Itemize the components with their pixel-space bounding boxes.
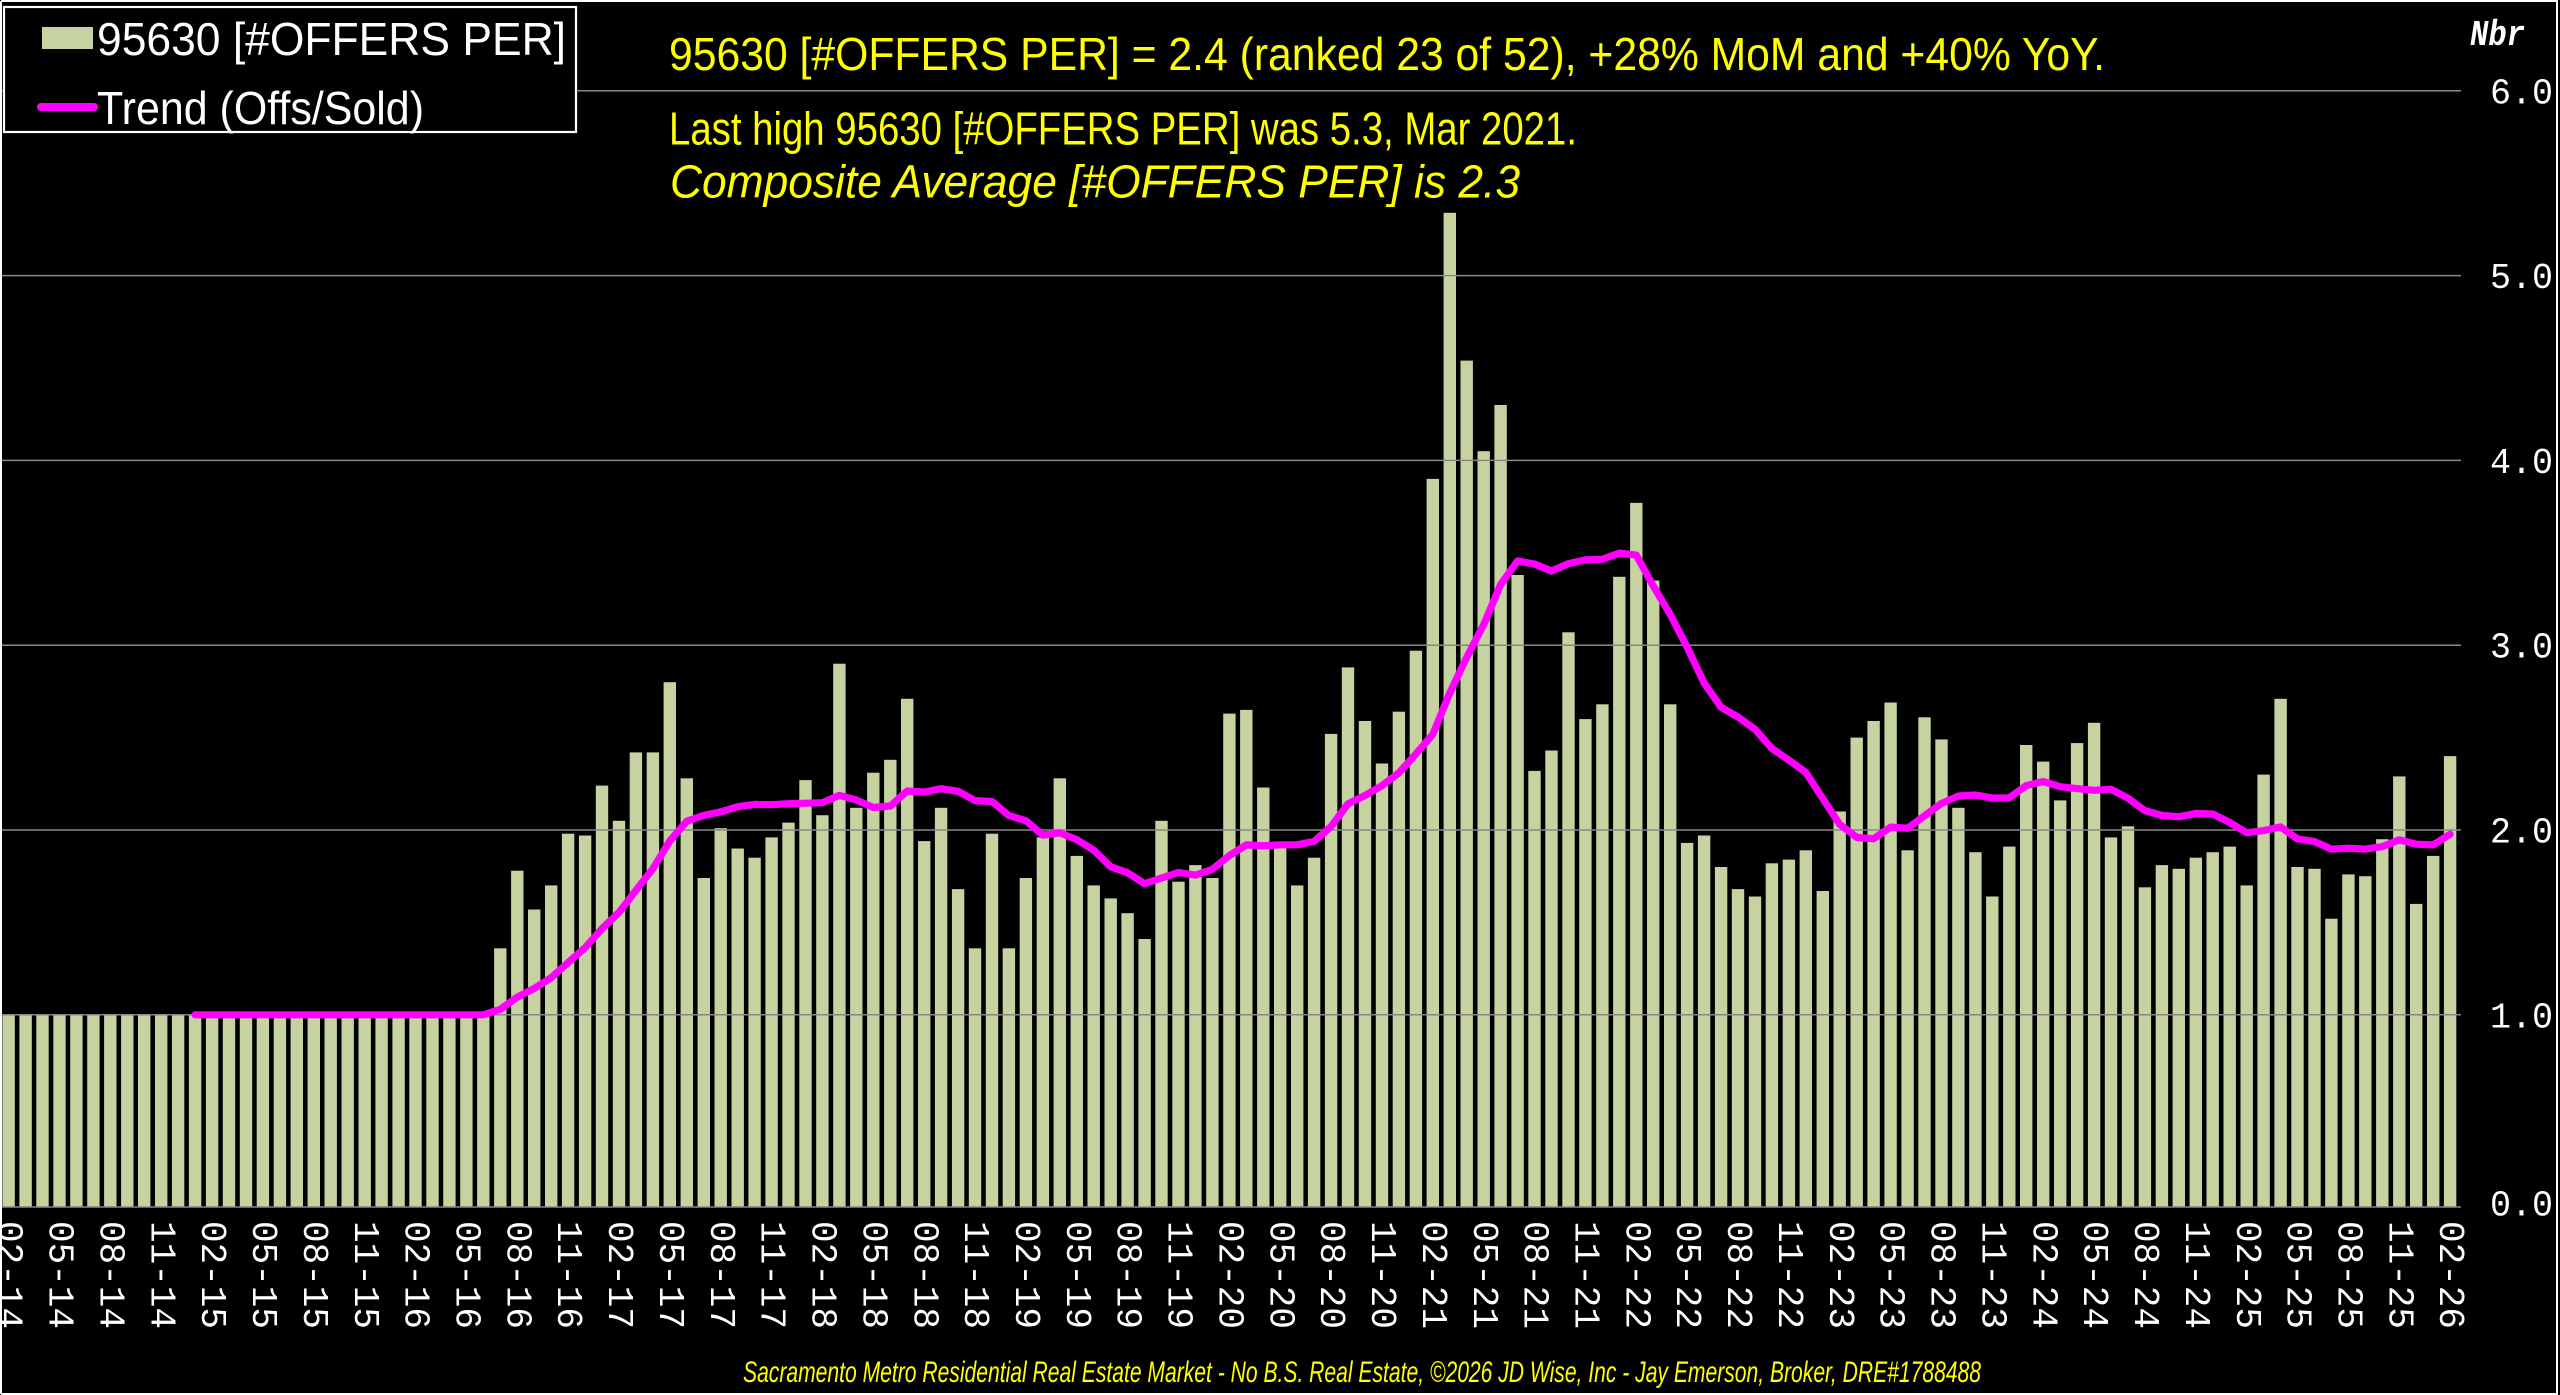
svg-text:11-14: 11-14: [140, 1221, 181, 1329]
svg-text:05-15: 05-15: [242, 1221, 283, 1329]
svg-text:08-21: 08-21: [1514, 1221, 1555, 1329]
svg-text:11-17: 11-17: [751, 1221, 792, 1329]
svg-text:02-17: 02-17: [598, 1221, 639, 1329]
svg-text:05-24: 05-24: [2073, 1221, 2114, 1329]
svg-text:05-23: 05-23: [1870, 1221, 1911, 1329]
svg-text:08-19: 08-19: [1107, 1221, 1148, 1329]
svg-text:08-24: 08-24: [2124, 1221, 2165, 1329]
svg-text:02-16: 02-16: [395, 1221, 436, 1329]
svg-text:05-21: 05-21: [1463, 1221, 1504, 1329]
svg-text:02-14: 02-14: [0, 1221, 29, 1329]
svg-text:11-18: 11-18: [954, 1221, 995, 1329]
svg-text:11-16: 11-16: [547, 1221, 588, 1329]
svg-text:05-20: 05-20: [1259, 1221, 1300, 1329]
svg-text:05-16: 05-16: [446, 1221, 487, 1329]
svg-text:11-19: 11-19: [1158, 1221, 1199, 1329]
svg-text:05-18: 05-18: [852, 1221, 893, 1329]
svg-text:95630 [#OFFERS PER]: 95630 [#OFFERS PER]: [97, 13, 566, 65]
svg-text:Nbr: Nbr: [2470, 15, 2525, 56]
svg-text:11-20: 11-20: [1361, 1221, 1402, 1329]
svg-text:Trend (Offs/Sold): Trend (Offs/Sold): [97, 82, 424, 134]
svg-text:11-24: 11-24: [2175, 1221, 2216, 1329]
svg-text:02-24: 02-24: [2022, 1221, 2063, 1329]
svg-text:05-25: 05-25: [2277, 1221, 2318, 1329]
svg-text:02-15: 02-15: [191, 1221, 232, 1329]
svg-text:08-17: 08-17: [700, 1221, 741, 1329]
svg-text:11-25: 11-25: [2378, 1221, 2419, 1329]
svg-text:05-14: 05-14: [39, 1221, 80, 1329]
svg-text:05-17: 05-17: [649, 1221, 690, 1329]
svg-text:4.0: 4.0: [2490, 443, 2553, 484]
svg-text:0.0: 0.0: [2490, 1186, 2553, 1227]
svg-text:08-15: 08-15: [293, 1221, 334, 1329]
svg-text:Last high 95630 [#OFFERS PER]: Last high 95630 [#OFFERS PER] was 5.3, M…: [669, 103, 1577, 155]
svg-text:3.0: 3.0: [2490, 628, 2553, 669]
svg-text:5.0: 5.0: [2490, 258, 2553, 299]
svg-text:08-16: 08-16: [496, 1221, 537, 1329]
svg-text:6.0: 6.0: [2490, 73, 2553, 114]
svg-text:05-19: 05-19: [1056, 1221, 1097, 1329]
svg-text:02-20: 02-20: [1209, 1221, 1250, 1329]
svg-text:Sacramento Metro Residential R: Sacramento Metro Residential Real Estate…: [743, 1356, 1981, 1389]
svg-text:95630 [#OFFERS PER] = 2.4 (ran: 95630 [#OFFERS PER] = 2.4 (ranked 23 of …: [669, 28, 2105, 80]
svg-text:02-19: 02-19: [1005, 1221, 1046, 1329]
svg-text:Composite Average [#OFFERS PER: Composite Average [#OFFERS PER] is 2.3: [670, 156, 1520, 208]
svg-text:08-14: 08-14: [89, 1221, 130, 1329]
svg-text:11-21: 11-21: [1565, 1221, 1606, 1329]
svg-text:02-26: 02-26: [2429, 1221, 2470, 1329]
svg-text:02-25: 02-25: [2226, 1221, 2267, 1329]
svg-text:08-22: 08-22: [1717, 1221, 1758, 1329]
svg-text:02-22: 02-22: [1615, 1221, 1656, 1329]
svg-text:08-20: 08-20: [1310, 1221, 1351, 1329]
svg-text:05-22: 05-22: [1666, 1221, 1707, 1329]
svg-text:02-18: 02-18: [802, 1221, 843, 1329]
svg-text:11-23: 11-23: [1971, 1221, 2012, 1329]
svg-text:08-18: 08-18: [903, 1221, 944, 1329]
svg-text:08-25: 08-25: [2328, 1221, 2369, 1329]
svg-text:11-22: 11-22: [1768, 1221, 1809, 1329]
svg-text:02-23: 02-23: [1819, 1221, 1860, 1329]
svg-text:11-15: 11-15: [344, 1221, 385, 1329]
svg-text:08-23: 08-23: [1921, 1221, 1962, 1329]
svg-text:02-21: 02-21: [1412, 1221, 1453, 1329]
svg-text:1.0: 1.0: [2490, 997, 2553, 1038]
svg-text:2.0: 2.0: [2490, 813, 2553, 854]
